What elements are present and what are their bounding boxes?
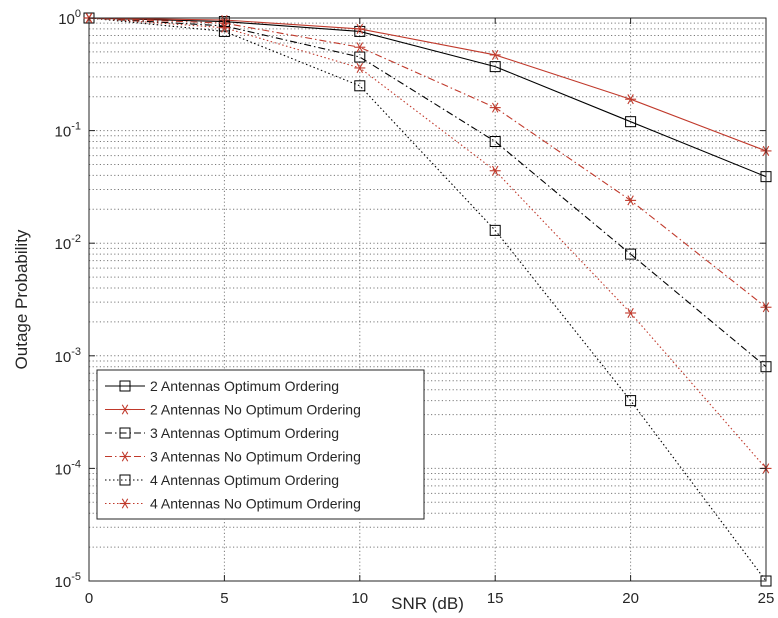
legend-marker <box>119 380 131 392</box>
y-tick-base: 10 <box>58 11 75 28</box>
legend-label: 4 Antennas No Optimum Ordering <box>150 496 361 512</box>
plot-frame <box>88 17 767 582</box>
series-line <box>88 17 767 152</box>
data-point <box>354 51 366 63</box>
y-tick-label: 10-3 <box>55 346 81 366</box>
x-tick-label: 10 <box>351 590 368 607</box>
y-tick-exponent: 0 <box>75 8 81 20</box>
y-axis-label: Outage Probability <box>12 229 31 369</box>
series-line <box>88 17 767 469</box>
data-point <box>625 195 637 206</box>
series-line <box>88 17 767 178</box>
data-point <box>354 25 366 37</box>
legend-label: 3 Antennas Optimum Ordering <box>150 425 339 441</box>
legend-marker <box>119 404 131 415</box>
x-axis-label: SNR (dB) <box>391 594 464 613</box>
legend-label: 2 Antennas Optimum Ordering <box>150 378 339 394</box>
series-line <box>88 17 767 308</box>
series-2 <box>83 12 772 156</box>
legend-item: 3 Antennas No Optimum Ordering <box>105 449 361 465</box>
legend-marker <box>119 474 131 486</box>
y-tick-exponent: -4 <box>71 458 81 470</box>
legend-item: 2 Antennas Optimum Ordering <box>105 378 339 394</box>
legend-marker <box>119 427 131 439</box>
y-tick-exponent: -3 <box>71 346 81 358</box>
y-tick-label: 10-4 <box>55 458 81 478</box>
data-point <box>489 102 501 113</box>
y-tick-label: 10-1 <box>55 121 81 141</box>
x-tick-label: 0 <box>85 590 93 607</box>
series-layer <box>83 12 772 587</box>
data-point <box>625 94 637 105</box>
series-line <box>88 17 767 368</box>
y-tick-base: 10 <box>55 124 72 141</box>
y-tick-base: 10 <box>55 349 72 366</box>
data-point <box>489 136 501 148</box>
legend-item: 3 Antennas Optimum Ordering <box>105 425 339 441</box>
data-point <box>625 248 637 260</box>
data-point <box>489 165 501 176</box>
data-point <box>489 224 501 236</box>
x-tick-label: 25 <box>758 590 775 607</box>
legend-item: 2 Antennas No Optimum Ordering <box>105 402 361 418</box>
y-tick-exponent: -1 <box>71 121 81 133</box>
x-tick-label: 20 <box>622 590 639 607</box>
data-point <box>354 42 366 53</box>
legend-box <box>96 369 425 520</box>
y-tick-exponent: -2 <box>71 233 81 245</box>
legend-label: 2 Antennas No Optimum Ordering <box>150 402 361 418</box>
data-point <box>625 395 637 407</box>
y-tick-base: 10 <box>55 236 72 253</box>
legend: 2 Antennas Optimum Ordering 2 Antennas No… <box>96 369 425 520</box>
data-point <box>489 61 501 73</box>
x-tick-label: 15 <box>487 590 504 607</box>
series-line <box>88 17 767 582</box>
y-tick-label: 10-5 <box>55 571 81 591</box>
data-point <box>354 23 366 34</box>
data-point <box>625 116 637 128</box>
x-tick-label: 5 <box>220 590 228 607</box>
data-point <box>625 307 637 319</box>
legend-marker <box>119 451 131 462</box>
y-tick-label: 10-2 <box>55 233 81 253</box>
y-tick-base: 10 <box>55 461 72 478</box>
y-tick-label: 100 <box>58 8 81 28</box>
legend-label: 4 Antennas Optimum Ordering <box>150 472 339 488</box>
data-point <box>218 22 230 33</box>
data-point <box>218 25 230 37</box>
data-point <box>354 80 366 92</box>
y-tick-exponent: -5 <box>71 571 81 583</box>
legend-item: 4 Antennas Optimum Ordering <box>105 472 339 488</box>
data-point <box>489 49 501 60</box>
grid <box>89 18 766 581</box>
y-tick-base: 10 <box>55 574 72 591</box>
data-point <box>354 62 366 73</box>
legend-marker <box>119 498 131 509</box>
legend-item: 4 Antennas No Optimum Ordering <box>105 496 361 512</box>
x-axis-ticks: 0 5 10 15 20 25 <box>85 18 775 607</box>
legend-label: 3 Antennas No Optimum Ordering <box>150 449 361 465</box>
